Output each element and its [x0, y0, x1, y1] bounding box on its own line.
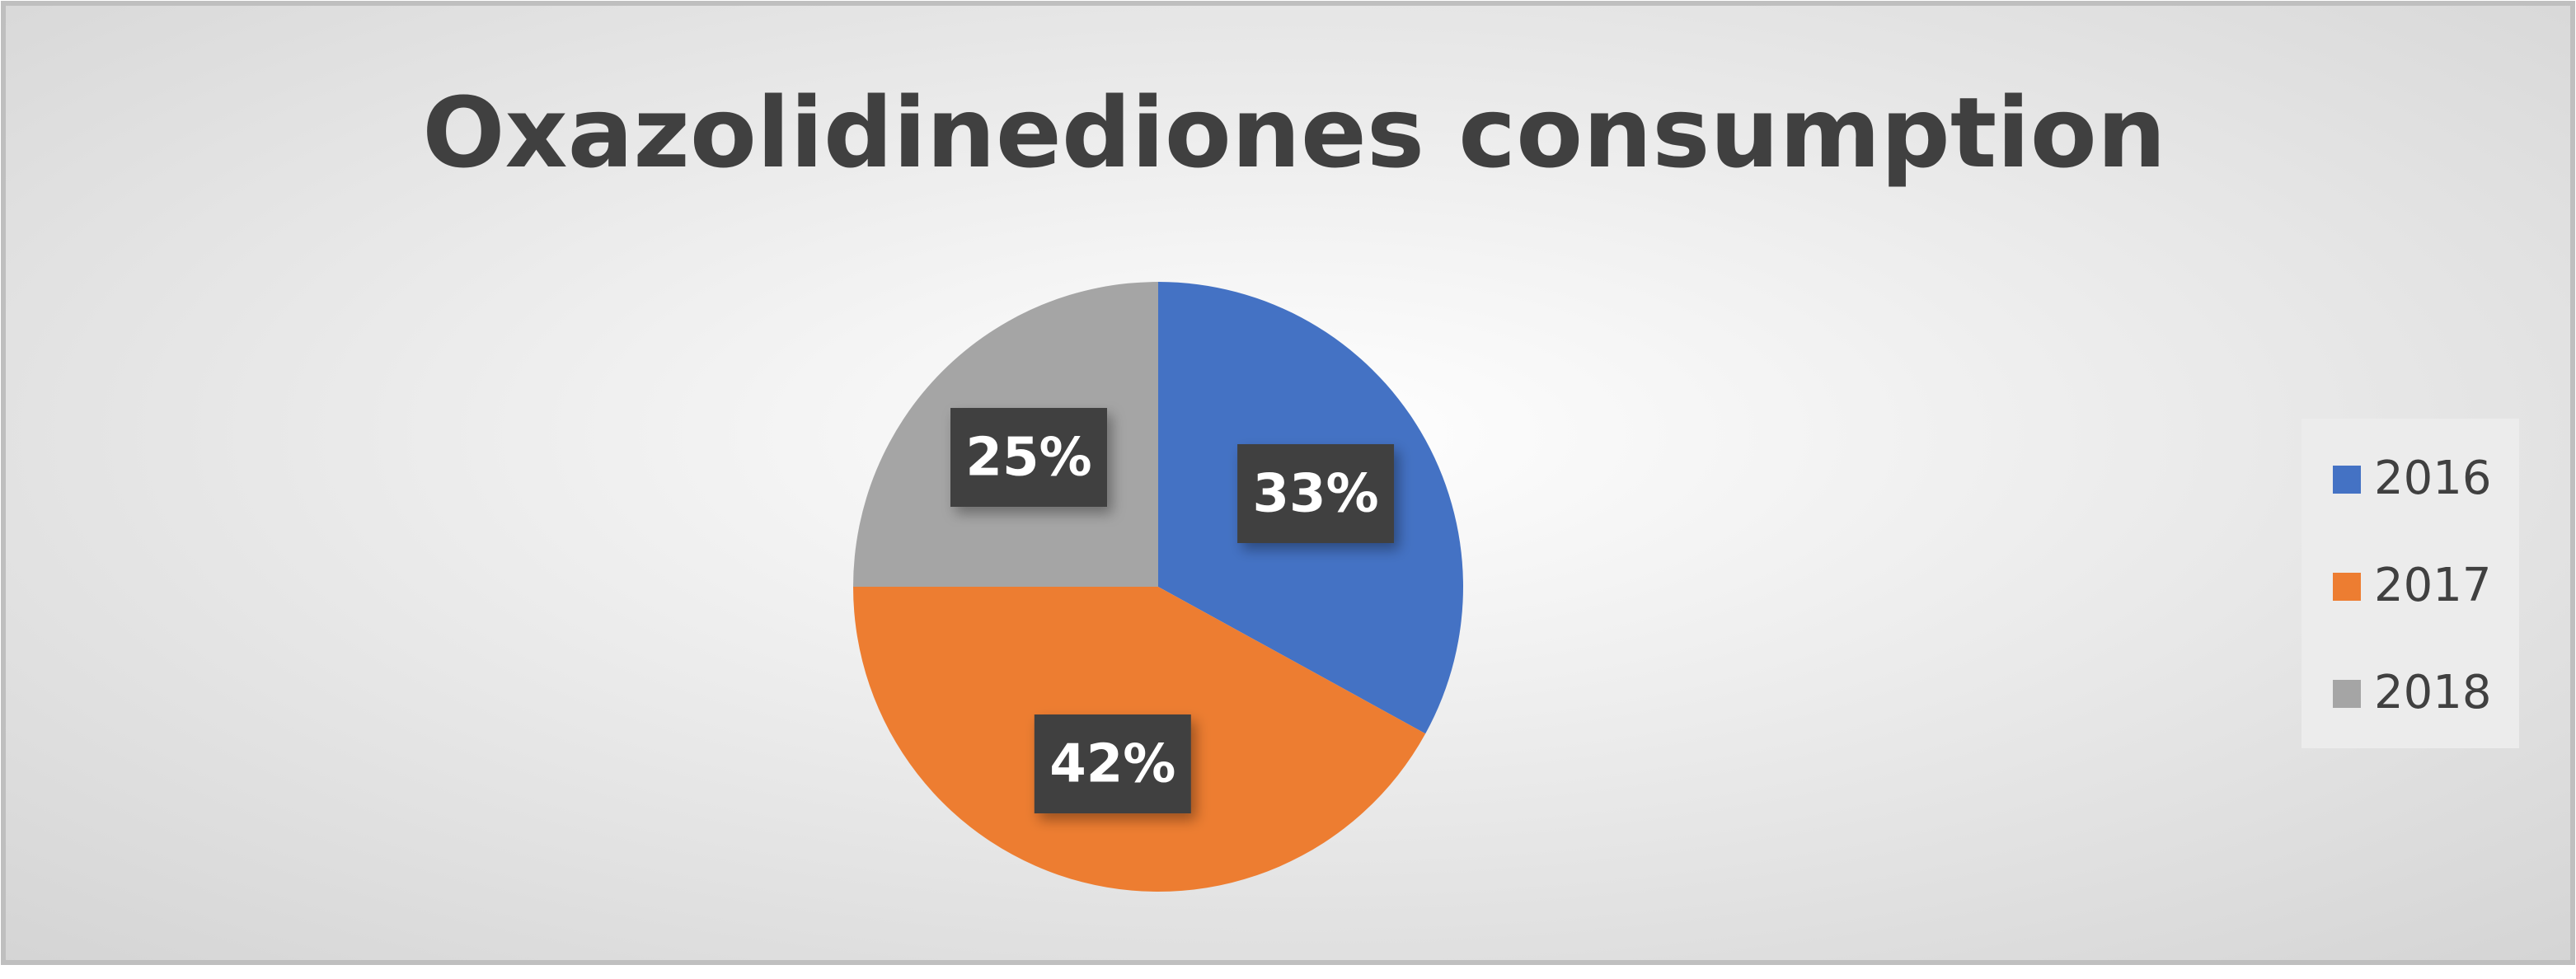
- data-label: 33%: [1252, 464, 1378, 525]
- data-label-box: [950, 408, 1108, 508]
- legend-label: 2018: [2374, 666, 2492, 719]
- legend-swatch: [2333, 466, 2361, 494]
- legend-label: 2017: [2374, 559, 2492, 612]
- chart-title: Oxazolidinediones consumption: [422, 76, 2166, 190]
- data-label: 42%: [1049, 734, 1175, 795]
- data-label-box: [1237, 443, 1395, 543]
- legend-swatch: [2333, 573, 2361, 601]
- legend-label: 2016: [2374, 452, 2492, 505]
- data-label-box: [1034, 714, 1191, 814]
- legend-swatch: [2333, 680, 2361, 708]
- data-label: 25%: [965, 428, 1091, 489]
